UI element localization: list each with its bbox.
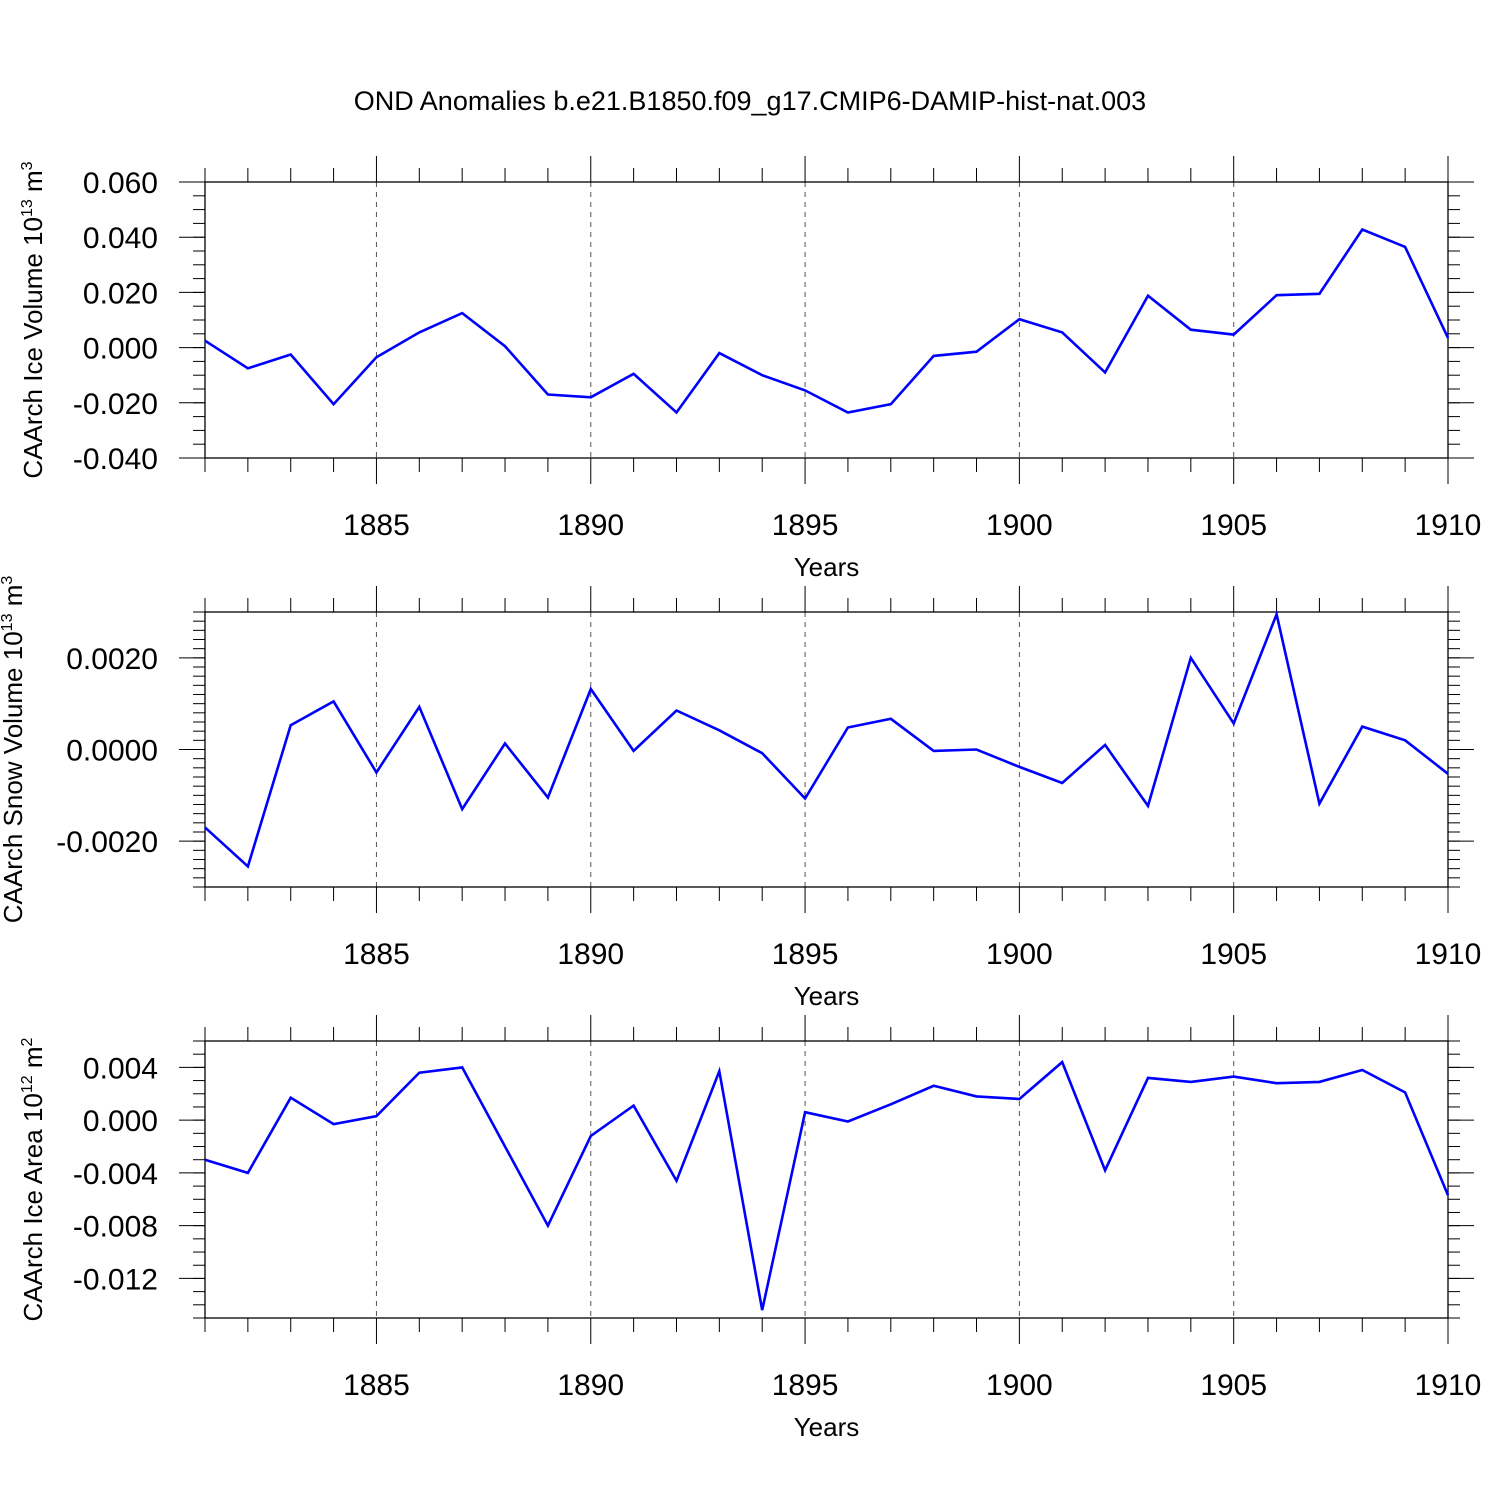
x-axis-label: Years: [794, 981, 860, 1011]
y-axis-label: CAArch Ice Volume 1013 m3: [18, 161, 48, 478]
series-line-ice-area: [204, 1059, 1450, 1311]
x-tick-label: 1890: [557, 1369, 624, 1402]
x-tick-label: 1910: [1415, 509, 1482, 542]
y-tick-label: -0.0020: [56, 826, 158, 859]
y-axis-label-part: CAArch Ice Volume 10: [18, 217, 48, 479]
y-tick-label: 0.0020: [66, 643, 158, 676]
series-line-snow-volume: [204, 609, 1449, 869]
y-tick-label: -0.040: [73, 443, 158, 476]
x-tick-label: 1895: [772, 1369, 839, 1402]
y-tick-label: -0.004: [73, 1158, 158, 1191]
plot-frame: [204, 1040, 1449, 1319]
y-axis-label: CAArch Ice Area 1012 m2: [18, 1037, 48, 1321]
y-axis-label-part: m: [0, 585, 28, 614]
x-tick-label: 1890: [557, 938, 624, 971]
x-axis-label: Years: [794, 552, 860, 582]
y-axis-label-part: 2: [19, 1037, 36, 1046]
x-tick-label: 1895: [772, 509, 839, 542]
y-axis-label-part: 12: [19, 1075, 36, 1093]
y-tick-label: 0.000: [83, 1105, 158, 1138]
x-tick-label: 1910: [1415, 938, 1482, 971]
x-tick-label: 1905: [1200, 938, 1267, 971]
y-tick-label: 0.0000: [66, 735, 158, 768]
y-axis-label-part: 13: [0, 613, 16, 631]
y-tick-label: 0.004: [83, 1052, 158, 1085]
y-axis-label-part: m: [18, 1046, 48, 1075]
x-tick-label: 1885: [343, 1369, 410, 1402]
y-tick-label: 0.000: [83, 333, 158, 366]
y-axis-label-part: m: [18, 170, 48, 199]
y-axis-label-part: 3: [0, 576, 16, 585]
series-line-ice-volume: [204, 227, 1450, 415]
panel-ice-volume: 0.060 0.040 0.020 0.000 -0.020 -0.040 1885 1890…: [18, 156, 1481, 582]
x-tick-label: 1910: [1415, 1369, 1482, 1402]
x-tick-label: 1890: [557, 509, 624, 542]
y-tick-label: 0.040: [83, 222, 158, 255]
y-tick-label: 0.020: [83, 277, 158, 310]
plot-frame: [204, 181, 1449, 459]
panel-snow-volume: 0.0020 0.0000 -0.0020 1885 1890 1895 1900 1905 1…: [0, 576, 1481, 1011]
x-tick-label: 1885: [343, 938, 410, 971]
x-tick-label: 1900: [986, 509, 1053, 542]
y-axis-label-part: 13: [19, 199, 36, 217]
x-tick-label: 1900: [986, 938, 1053, 971]
y-axis-label-part: 3: [19, 161, 36, 170]
x-axis-label: Years: [794, 1412, 860, 1442]
y-axis-label: CAArch Snow Volume 1013 m3: [0, 576, 28, 924]
x-tick-label: 1885: [343, 509, 410, 542]
y-tick-label: 0.060: [83, 167, 158, 200]
x-tick-label: 1905: [1200, 1369, 1267, 1402]
x-tick-label: 1905: [1200, 509, 1267, 542]
y-tick-label: -0.012: [73, 1263, 158, 1296]
y-tick-label: -0.020: [73, 388, 158, 421]
y-axis-label-part: CAArch Ice Area 10: [18, 1093, 48, 1321]
y-axis-label-part: CAArch Snow Volume 10: [0, 631, 28, 923]
y-tick-label: -0.008: [73, 1211, 158, 1244]
chart-title: OND Anomalies b.e21.B1850.f09_g17.CMIP6-…: [354, 86, 1146, 116]
x-tick-label: 1900: [986, 1369, 1053, 1402]
panel-ice-area: 0.004 0.000 -0.004 -0.008 -0.012 1885 1890 1895…: [18, 1015, 1481, 1442]
x-tick-label: 1895: [772, 938, 839, 971]
